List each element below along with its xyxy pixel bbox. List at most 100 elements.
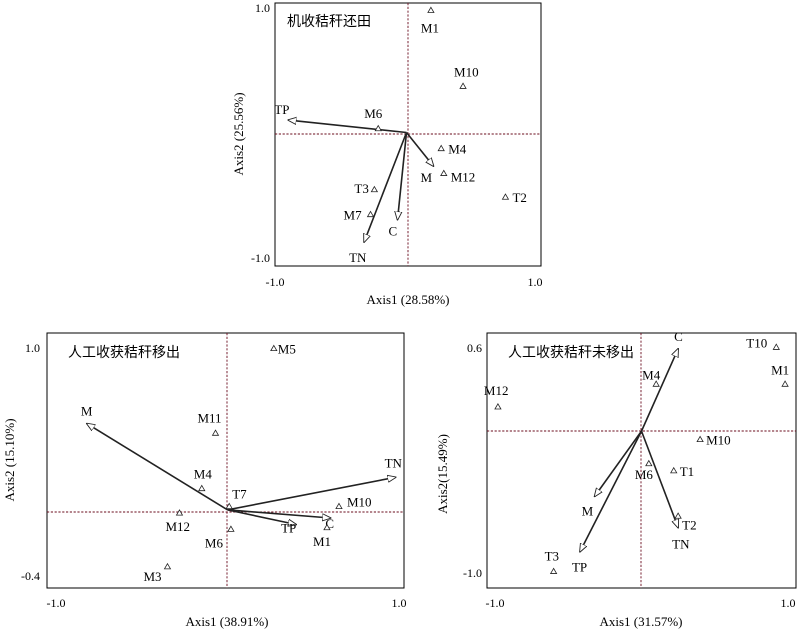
sample-point-m12	[175, 509, 184, 516]
sample-point-m1	[427, 6, 435, 13]
point-label: M7	[344, 208, 363, 223]
sample-point-t10	[772, 343, 780, 350]
sample-point-m11	[211, 429, 220, 436]
point-label: T3	[354, 181, 368, 196]
sample-point-m4	[437, 144, 445, 152]
panel-title: 人工收获秸秆移出	[68, 345, 180, 361]
point-label: M6	[635, 467, 654, 482]
sample-point-m6	[374, 124, 382, 132]
arrow-label: TP	[274, 102, 289, 117]
x-tick-left: -1.0	[266, 275, 285, 289]
x-tick-right: 1.0	[781, 596, 796, 610]
sample-point-m1	[323, 523, 331, 531]
point-label: M1	[421, 20, 439, 35]
point-label: M4	[642, 367, 661, 382]
sample-point-t2	[674, 512, 682, 519]
biplot-arrow-tn	[364, 132, 408, 243]
point-label: M11	[197, 410, 221, 425]
sample-point-t3	[370, 185, 379, 193]
biplot-arrow-m	[87, 424, 228, 511]
biplot-arrow-tn	[640, 430, 679, 527]
y-tick-bottom: -0.4	[21, 569, 40, 583]
point-label: T10	[746, 335, 767, 350]
point-label: M10	[347, 495, 372, 510]
point-label: M4	[194, 467, 213, 482]
y-axis-title: Axis2 (25.56%)	[231, 92, 246, 175]
sample-point-m3	[163, 562, 172, 570]
sample-point-t1	[670, 466, 678, 474]
biplot-arrow-tp	[288, 120, 407, 134]
y-axis-title: Axis2 (15.10%)	[2, 418, 17, 501]
sample-point-m10	[335, 502, 343, 509]
arrow-label: TN	[672, 537, 690, 552]
sample-point-m6	[645, 459, 653, 467]
sample-point-m6	[227, 525, 235, 532]
arrow-label: C	[674, 329, 683, 344]
point-label: M12	[484, 383, 509, 398]
panel-title: 人工收获秸秆未移出	[508, 345, 634, 361]
plot-frame	[486, 332, 797, 589]
x-tick-left: -1.0	[47, 596, 66, 610]
point-label: M10	[706, 433, 731, 448]
point-label: M1	[313, 534, 331, 549]
x-axis-title: Axis1 (38.91%)	[185, 614, 268, 629]
sample-point-t2	[501, 193, 510, 200]
arrow-label: M	[420, 170, 432, 185]
y-tick-bottom: -1.0	[251, 251, 270, 265]
panel-title: 机收秸秆还田	[287, 14, 371, 30]
sample-point-t7	[225, 502, 233, 509]
biplot-arrow-tp	[580, 430, 643, 552]
arrow-label: TN	[349, 250, 367, 265]
panel-straw-return: 机收秸秆还田 1.0 -1.0 -1.0 1.0 Axis1 (28.58%) …	[231, 1, 543, 307]
point-label: T7	[232, 487, 247, 502]
point-label: M6	[205, 535, 224, 550]
point-label: M1	[771, 362, 789, 377]
arrow-label: TP	[281, 521, 296, 536]
point-label: M6	[364, 106, 383, 121]
point-label: T3	[545, 549, 559, 564]
biplot-arrow-c	[640, 349, 679, 432]
point-label: T1	[680, 464, 694, 479]
x-tick-right: 1.0	[528, 275, 543, 289]
point-label: T2	[682, 517, 696, 532]
sample-point-m1	[781, 380, 789, 387]
biplot-arrow-tp	[227, 509, 297, 525]
x-axis-title: Axis1 (31.57%)	[599, 614, 682, 629]
point-label: T2	[512, 190, 526, 205]
panel-straw-removed: 人工收获秸秆移出 1.0 -0.4 -1.0 1.0 Axis1 (38.91%…	[2, 332, 407, 629]
sample-point-m12	[440, 169, 448, 176]
point-label: M12	[165, 519, 190, 534]
x-tick-right: 1.0	[392, 596, 407, 610]
arrow-label: TN	[385, 455, 403, 470]
point-label: M5	[278, 342, 296, 357]
y-tick-bottom: -1.0	[463, 566, 482, 580]
point-label: M12	[451, 170, 476, 185]
y-tick-top: 1.0	[255, 1, 270, 15]
arrow-label: M	[582, 503, 594, 518]
sample-point-t3	[549, 567, 558, 574]
arrow-label: M	[81, 404, 93, 419]
sample-point-m4	[198, 484, 206, 492]
sample-point-m5	[270, 344, 278, 352]
y-tick-top: 0.6	[467, 341, 482, 355]
x-axis-title: Axis1 (28.58%)	[366, 292, 449, 307]
x-tick-left: -1.0	[486, 596, 505, 610]
arrow-label: TP	[572, 560, 587, 575]
biplot-arrow-m	[595, 430, 643, 496]
panel-straw-not-removed: 人工收获秸秆未移出 0.6 -1.0 -1.0 1.0 Axis1 (31.57…	[435, 329, 797, 629]
point-label: M4	[448, 142, 467, 157]
point-label: M3	[143, 569, 161, 584]
marks-layer: M TN TP C M5 M11 M4 T7 M12 M6 M10 M1 M3	[81, 342, 403, 584]
sample-point-m10	[459, 82, 467, 89]
plot-frame	[46, 332, 405, 589]
marks-layer: TP M C TN M1 M10 M6 M4 M12 T3 M7 T2	[274, 6, 527, 265]
biplot-arrow-c	[398, 132, 408, 220]
point-label: M10	[454, 64, 479, 79]
y-axis-title: Axis2(15.49%)	[435, 434, 450, 514]
arrow-label: C	[389, 224, 398, 239]
y-tick-top: 1.0	[25, 341, 40, 355]
sample-point-m4	[652, 380, 660, 387]
biplot-arrow-c	[227, 509, 331, 518]
arrow-label: C	[325, 516, 334, 531]
